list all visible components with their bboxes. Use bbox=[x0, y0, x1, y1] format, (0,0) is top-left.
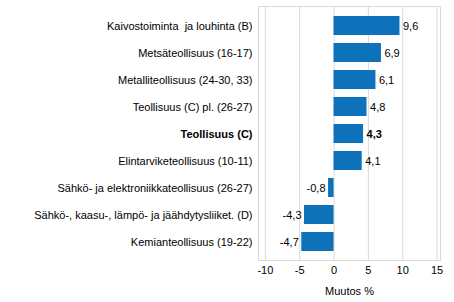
svg-text:-4,3: -4,3 bbox=[283, 209, 302, 221]
svg-text:Muutos %: Muutos % bbox=[325, 285, 374, 297]
svg-text:4,8: 4,8 bbox=[370, 101, 385, 113]
svg-text:6,9: 6,9 bbox=[384, 47, 399, 59]
svg-text:Sähkö-, kaasu-, lämpö- ja jääh: Sähkö-, kaasu-, lämpö- ja jäähdytysliike… bbox=[34, 209, 252, 221]
svg-text:0: 0 bbox=[331, 264, 337, 276]
svg-text:-10: -10 bbox=[257, 264, 273, 276]
svg-text:9,6: 9,6 bbox=[403, 20, 418, 32]
svg-text:-5: -5 bbox=[295, 264, 305, 276]
svg-text:Metsäteollisuus (16-17): Metsäteollisuus (16-17) bbox=[138, 47, 252, 59]
svg-text:Metalliteollisuus (24-30, 33): Metalliteollisuus (24-30, 33) bbox=[118, 74, 253, 86]
svg-text:Sähkö- ja elektroniikkateollis: Sähkö- ja elektroniikkateollisuus (26-27… bbox=[57, 182, 252, 194]
svg-text:Kaivostoiminta ja louhinta (B: Kaivostoiminta ja louhinta (B) bbox=[107, 20, 253, 32]
svg-text:Kemianteollisuus (19-22): Kemianteollisuus (19-22) bbox=[131, 236, 253, 248]
svg-text:5: 5 bbox=[365, 264, 371, 276]
svg-text:Teollisuus (C) pl. (26-27): Teollisuus (C) pl. (26-27) bbox=[133, 101, 253, 113]
svg-text:-0,8: -0,8 bbox=[307, 182, 326, 194]
svg-text:4,3: 4,3 bbox=[367, 128, 382, 140]
svg-text:-4,7: -4,7 bbox=[280, 236, 299, 248]
svg-text:Teollisuus (C): Teollisuus (C) bbox=[181, 128, 253, 140]
svg-text:4,1: 4,1 bbox=[365, 155, 380, 167]
svg-text:15: 15 bbox=[431, 264, 443, 276]
svg-text:Elintarviketeollisuus (10-11): Elintarviketeollisuus (10-11) bbox=[118, 155, 252, 167]
svg-text:6,1: 6,1 bbox=[379, 74, 394, 86]
svg-text:10: 10 bbox=[397, 264, 409, 276]
